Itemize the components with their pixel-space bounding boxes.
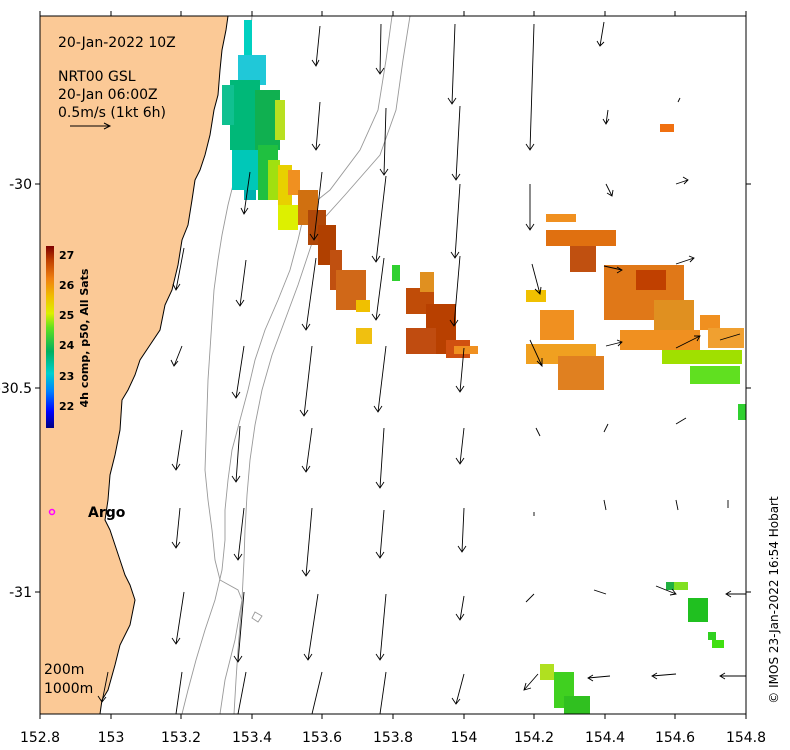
- lat-tick-label: -30.5: [0, 381, 32, 397]
- colorbar-tick: 26: [59, 279, 75, 292]
- contour-legend: 200m 1000m: [44, 662, 93, 697]
- colorbar-tick: 23: [59, 370, 74, 383]
- current-vectors: [97, 21, 746, 714]
- colorbar: [46, 246, 54, 428]
- current-source-label: NRT00 GSL: [58, 69, 136, 85]
- lat-tick-label: -30: [9, 177, 32, 193]
- lon-tick-label: 152.8: [20, 730, 60, 746]
- lon-tick-label: 154.4: [585, 730, 625, 746]
- contour-legend-label: 200m: [44, 662, 84, 678]
- scale-arrow: [70, 122, 112, 130]
- axis-ticks: [35, 11, 751, 719]
- argo-float-marker: [48, 508, 56, 516]
- argo-label: Argo: [88, 505, 126, 521]
- lon-tick-label: 154.2: [514, 730, 554, 746]
- colorbar-tick: 27: [59, 249, 74, 262]
- lon-tick-label: 153.2: [161, 730, 201, 746]
- lon-tick-label: 153.8: [373, 730, 413, 746]
- lon-tick-label: 153.4: [232, 730, 272, 746]
- contour-1000m: [181, 16, 393, 714]
- datetime-label: 20-Jan-2022 10Z: [58, 35, 176, 51]
- lon-tick-label: 154.8: [726, 730, 766, 746]
- sst-pixels: [222, 20, 746, 714]
- colorbar-ticks: 27 26 25 24 23 22: [59, 249, 75, 413]
- lat-tick-label: -31: [9, 585, 32, 601]
- scale-label: 0.5m/s (1kt 6h): [58, 105, 166, 121]
- header-annotation: 20-Jan-2022 10Z NRT00 GSL 20-Jan 06:00Z …: [58, 35, 176, 121]
- lat-tick-labels: -30 -30.5 -31: [0, 177, 32, 601]
- current-time-label: 20-Jan 06:00Z: [58, 87, 158, 103]
- contour-legend-label: 1000m: [44, 681, 93, 697]
- lon-tick-labels: 152.8 153 153.2 153.4 153.6 153.8 154 15…: [20, 730, 766, 746]
- colorbar-tick: 22: [59, 400, 74, 413]
- lon-tick-label: 154.6: [655, 730, 695, 746]
- lon-tick-label: 153.6: [302, 730, 342, 746]
- colorbar-tick: 24: [59, 339, 75, 352]
- credit-label: © IMOS 23-Jan-2022 16:54 Hobart: [767, 496, 781, 704]
- lon-tick-label: 154: [451, 730, 478, 746]
- land-coastline: [40, 16, 229, 714]
- lon-tick-label: 153: [98, 730, 125, 746]
- colorbar-label: 4h comp, p50, All Sats: [78, 268, 91, 407]
- colorbar-tick: 25: [59, 309, 74, 322]
- contour-seamount: [251, 611, 263, 623]
- contour-2000m: [219, 16, 411, 714]
